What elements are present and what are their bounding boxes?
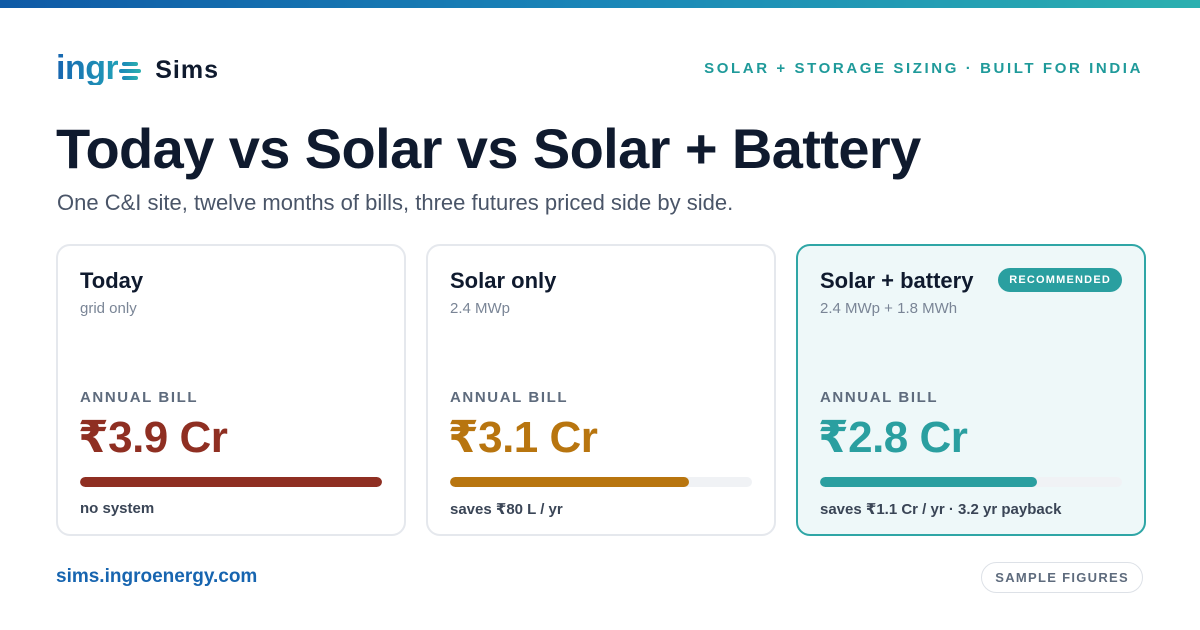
savings-note: saves ₹1.1 Cr / yr · 3.2 yr payback [820, 501, 1062, 518]
page-title: Today vs Solar vs Solar + Battery [56, 117, 921, 180]
annual-bill-label: ANNUAL BILL [450, 389, 569, 406]
logo-text: ingr [56, 49, 119, 87]
card-solar-only: Solar only 2.4 MWp ANNUAL BILL ₹3.1 Cr s… [426, 244, 776, 536]
card-today: Today grid only ANNUAL BILL ₹3.9 Cr no s… [56, 244, 406, 536]
annual-bill-value: ₹3.9 Cr [78, 413, 228, 462]
top-accent-bar [0, 0, 1200, 8]
bill-bar-fill [820, 477, 1038, 487]
sample-figures-badge: SAMPLE FIGURES [981, 562, 1143, 593]
card-title: Solar only [450, 268, 557, 293]
bill-bar-fill [450, 477, 689, 487]
card-spec: 2.4 MWp [450, 300, 511, 317]
savings-note: saves ₹80 L / yr [450, 501, 563, 518]
scenario-cards: Today grid only ANNUAL BILL ₹3.9 Cr no s… [56, 244, 1146, 536]
bill-bar-track [80, 477, 382, 487]
recommended-badge: RECOMMENDED [998, 268, 1122, 292]
header: ingr Sims SOLAR + STORAGE SIZING · BUILT… [56, 48, 1143, 88]
stacked-lines-o-icon [119, 60, 142, 82]
card-title: Today [80, 268, 144, 293]
footer-url-link[interactable]: sims.ingroenergy.com [56, 566, 258, 587]
card-spec: 2.4 MWp + 1.8 MWh [820, 300, 958, 317]
annual-bill-value: ₹2.8 Cr [818, 413, 968, 462]
page-subtitle: One C&I site, twelve months of bills, th… [57, 190, 734, 215]
logo[interactable]: ingr [56, 49, 142, 87]
savings-note: no system [80, 500, 155, 517]
tagline: SOLAR + STORAGE SIZING · BUILT FOR INDIA [704, 59, 1143, 77]
annual-bill-label: ANNUAL BILL [820, 389, 939, 406]
card-spec: grid only [80, 300, 137, 317]
bill-bar-track [450, 477, 752, 487]
product-name: Sims [155, 55, 219, 84]
card-solar-battery: Solar + battery 2.4 MWp + 1.8 MWh RECOMM… [796, 244, 1146, 536]
annual-bill-value: ₹3.1 Cr [448, 413, 598, 462]
bill-bar-track [820, 477, 1122, 487]
brand: ingr Sims [56, 51, 219, 85]
annual-bill-label: ANNUAL BILL [80, 389, 199, 406]
card-title: Solar + battery [820, 268, 974, 293]
bill-bar-fill [80, 477, 382, 487]
